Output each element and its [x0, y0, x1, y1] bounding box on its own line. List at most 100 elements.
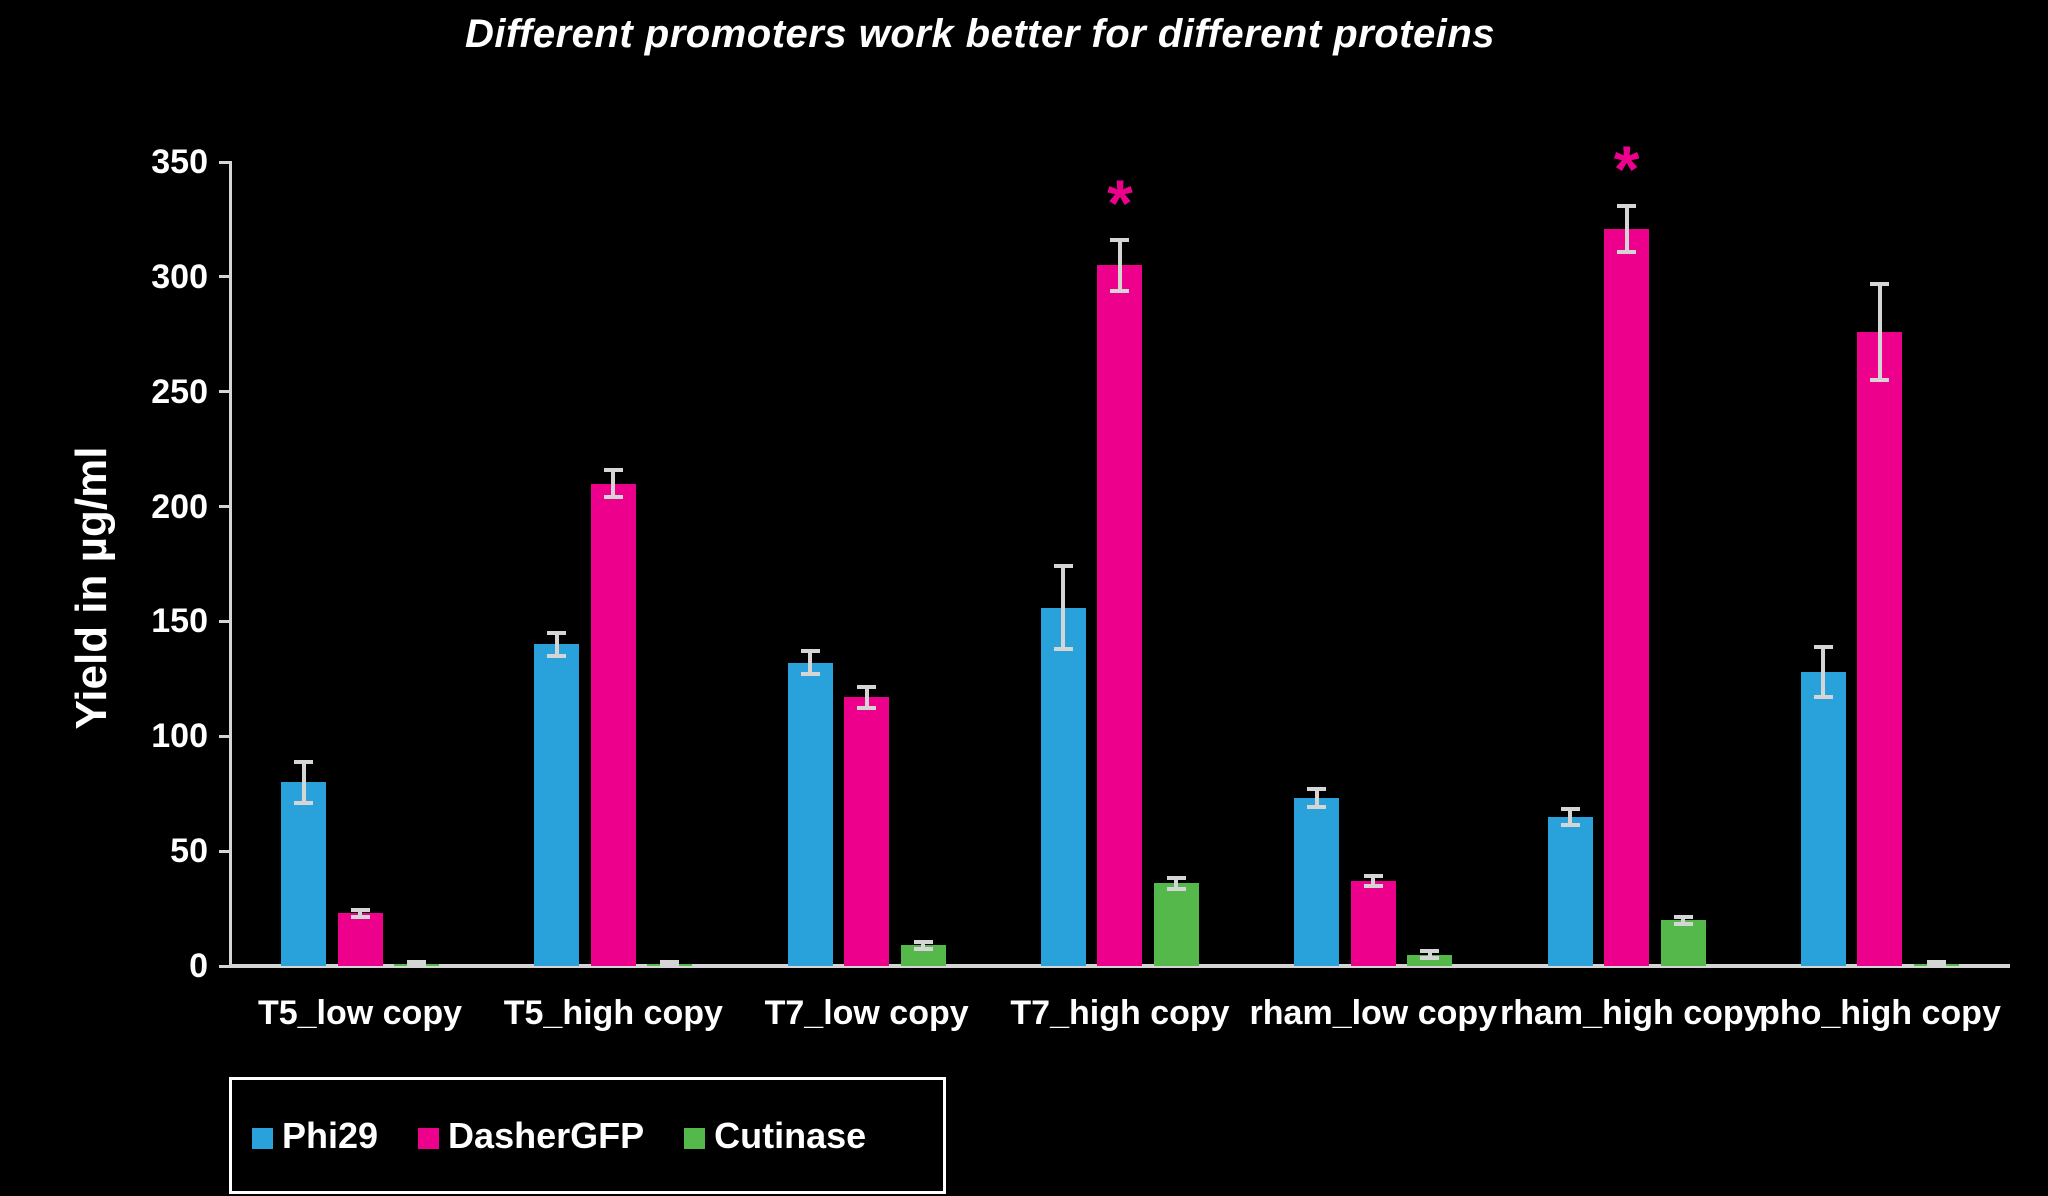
error-bar-cap — [350, 907, 370, 912]
error-bar-cap — [1813, 644, 1833, 649]
error-bar-cap — [1053, 646, 1073, 651]
chart-title: Different promoters work better for diff… — [464, 12, 1496, 56]
error-bar-cap — [1053, 564, 1073, 569]
error-bar-cap — [1110, 288, 1130, 293]
legend-item-dashergfp: DasherGFP — [418, 1115, 644, 1157]
error-bar-cap — [1363, 874, 1383, 879]
error-bar-cap — [294, 800, 313, 805]
error-bar-cap — [1673, 921, 1693, 926]
error-bar-cap — [660, 963, 680, 968]
y-tick — [219, 619, 231, 623]
error-bar-cap — [603, 495, 623, 500]
error-bar — [864, 686, 869, 708]
error-bar — [1681, 916, 1686, 924]
error-bar-cap — [1560, 806, 1580, 811]
bar-phi29 — [281, 782, 326, 966]
y-axis-line — [229, 161, 232, 967]
error-bar — [358, 909, 362, 917]
y-tick-label: 350 — [151, 143, 208, 181]
error-bar — [1061, 566, 1066, 649]
bar-phi29 — [1547, 816, 1593, 966]
x-axis-label: rham_high copy — [1499, 994, 1763, 1032]
bar-dashergfp — [1097, 265, 1143, 966]
y-tick-label: 250 — [151, 372, 208, 411]
error-bar-cap — [1870, 281, 1890, 286]
error-bar-cap — [1110, 238, 1130, 243]
legend-swatch — [252, 1128, 273, 1149]
y-tick — [219, 964, 231, 968]
error-bar-cap — [660, 959, 680, 964]
bar-cutinase — [1660, 920, 1706, 966]
bar-cutinase — [1407, 954, 1453, 966]
error-bar-cap — [1617, 249, 1637, 254]
error-bar-cap — [913, 946, 933, 951]
bar-dashergfp — [1604, 228, 1650, 966]
y-tick-label: 150 — [151, 602, 208, 641]
legend-swatch — [418, 1128, 440, 1149]
error-bar — [1174, 877, 1179, 890]
significance-asterisk: * — [1613, 131, 1640, 206]
error-bar — [554, 632, 559, 656]
error-bar-cap — [1560, 822, 1580, 827]
bar-cutinase — [900, 945, 946, 966]
y-tick — [219, 390, 231, 394]
y-tick-label: 200 — [151, 487, 208, 526]
error-bar — [1821, 646, 1826, 698]
error-bar-cap — [294, 759, 313, 764]
error-bar — [1877, 283, 1882, 381]
error-bar-cap — [1420, 955, 1440, 960]
bar-phi29 — [787, 662, 833, 966]
bar-dashergfp — [337, 913, 383, 966]
error-bar-cap — [547, 630, 567, 635]
error-bar-cap — [800, 649, 820, 654]
bar-dashergfp — [1857, 331, 1903, 966]
legend-item-cutinase: Cutinase — [684, 1115, 866, 1157]
y-tick-label: 0 — [189, 947, 208, 985]
error-bar-cap — [1166, 887, 1186, 892]
error-bar — [1427, 951, 1432, 958]
bar-dashergfp — [844, 697, 890, 966]
error-bar — [1371, 876, 1376, 886]
error-bar-cap — [1166, 875, 1186, 880]
x-axis-label: T5_low copy — [257, 994, 463, 1032]
bar-cutinase — [1153, 883, 1199, 966]
y-tick — [219, 160, 231, 164]
error-bar-cap — [1363, 883, 1383, 888]
error-bar — [301, 761, 306, 803]
bar-phi29 — [1040, 607, 1086, 966]
bar-dashergfp — [1350, 881, 1396, 966]
error-bar-cap — [1813, 695, 1833, 700]
error-bar-cap — [800, 672, 820, 677]
x-axis-line — [229, 964, 2010, 968]
error-bar-cap — [350, 914, 370, 919]
significance-asterisk: * — [1107, 166, 1133, 241]
y-tick — [219, 849, 231, 853]
legend-label: DasherGFP — [448, 1114, 645, 1156]
bar-phi29 — [1800, 671, 1846, 966]
y-tick — [219, 275, 231, 279]
error-bar-cap — [857, 684, 877, 689]
y-tick-label: 300 — [151, 257, 208, 296]
error-bar-cap — [1307, 805, 1327, 810]
legend-label: Phi29 — [282, 1114, 379, 1156]
error-bar — [1624, 205, 1629, 252]
error-bar-cap — [857, 705, 877, 710]
error-bar-cap — [407, 963, 426, 968]
y-tick — [219, 734, 231, 738]
error-bar-cap — [1673, 914, 1693, 919]
bar-phi29 — [1294, 798, 1340, 966]
legend-swatch — [684, 1128, 706, 1149]
error-bar — [611, 469, 616, 498]
error-bar-cap — [407, 959, 426, 964]
y-tick-label: 100 — [151, 717, 208, 756]
error-bar-cap — [603, 467, 623, 472]
error-bar-cap — [1870, 378, 1890, 383]
x-axis-label: T5_high copy — [503, 994, 723, 1032]
error-bar-cap — [1420, 949, 1440, 954]
y-tick — [219, 505, 231, 509]
x-axis-label: pho_high copy — [1759, 994, 2001, 1032]
y-tick-label: 50 — [170, 832, 208, 871]
x-axis-label: T7_high copy — [1010, 994, 1230, 1032]
error-bar — [1314, 789, 1319, 808]
